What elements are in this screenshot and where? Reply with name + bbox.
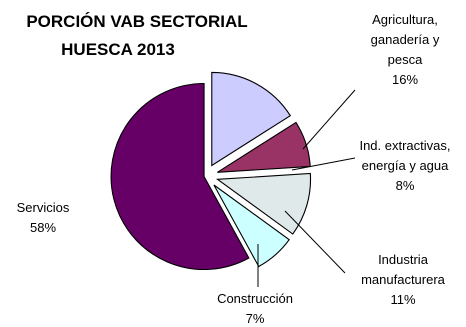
leader-line-1 bbox=[291, 157, 356, 171]
pie-slice-3 bbox=[213, 184, 290, 268]
pie-slice-4 bbox=[110, 82, 250, 271]
slice-label-2: Industria manufacturera 11% bbox=[361, 252, 446, 307]
slice-label-0: Agricultura, ganadería y pesca 16% bbox=[371, 12, 440, 87]
slice-label-1: Ind. extractivas, energía y agua 8% bbox=[359, 138, 450, 193]
chart-title: PORCIÓN VAB SECTORIAL HUESCA 2013 bbox=[26, 12, 247, 59]
slice-label-3: Construcción 7% bbox=[217, 291, 293, 326]
leader-line-0 bbox=[302, 89, 356, 150]
slice-label-4: Servicios 58% bbox=[17, 200, 70, 235]
pie-slice-0 bbox=[211, 71, 292, 167]
pie-slice-2 bbox=[215, 172, 312, 235]
leader-line-2 bbox=[284, 210, 346, 274]
